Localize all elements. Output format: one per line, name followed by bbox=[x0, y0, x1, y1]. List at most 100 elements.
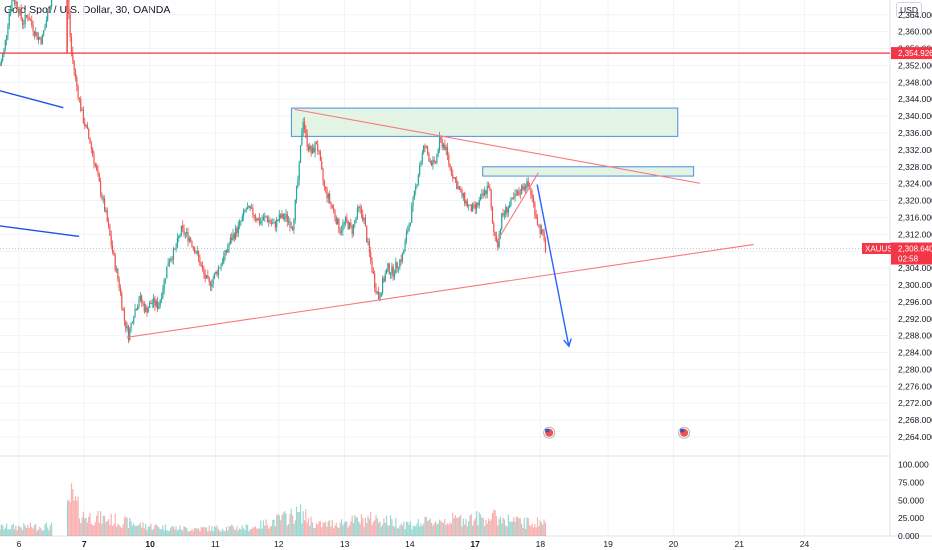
volume-bar bbox=[389, 515, 392, 536]
candle-body bbox=[85, 125, 87, 127]
candle-body bbox=[497, 241, 499, 248]
countdown-label: 02:58 bbox=[898, 255, 919, 264]
volume-bar bbox=[458, 516, 460, 536]
candle-body bbox=[195, 253, 197, 254]
volume-bar bbox=[326, 526, 328, 536]
volume-bar bbox=[291, 515, 294, 536]
candle-body bbox=[531, 195, 533, 198]
volume-bar bbox=[374, 520, 376, 536]
candle-body bbox=[391, 266, 393, 274]
candle-body bbox=[241, 216, 243, 222]
volume-bar bbox=[409, 521, 412, 536]
candle-body bbox=[40, 38, 42, 44]
candle-body bbox=[280, 214, 282, 218]
candle-body bbox=[298, 162, 300, 181]
rising-wedge-line[interactable] bbox=[496, 172, 539, 243]
candle-body bbox=[97, 169, 99, 175]
volume-bar bbox=[325, 521, 327, 536]
candle-body bbox=[245, 209, 247, 211]
candle-body bbox=[69, 14, 71, 37]
candle-body bbox=[389, 273, 392, 275]
candle-body bbox=[28, 17, 30, 21]
volume-bar bbox=[101, 523, 103, 536]
volume-bar bbox=[329, 520, 331, 536]
volume-bar bbox=[370, 511, 372, 536]
candle-body bbox=[262, 217, 265, 221]
volume-bar bbox=[470, 514, 472, 536]
candle-body bbox=[162, 290, 164, 298]
volume-bar bbox=[412, 525, 414, 536]
current-price-badge bbox=[891, 242, 932, 265]
candle-body bbox=[356, 207, 359, 218]
volume-bar bbox=[262, 520, 265, 536]
ascending-support[interactable] bbox=[126, 243, 754, 338]
volume-bar bbox=[339, 522, 341, 536]
candle-body bbox=[401, 253, 404, 262]
volume-bar bbox=[319, 521, 321, 536]
lower-supply-zone[interactable] bbox=[482, 166, 695, 177]
candle-body bbox=[163, 279, 165, 291]
events[interactable] bbox=[543, 426, 691, 439]
candle-body bbox=[544, 240, 547, 252]
descending-resistance[interactable] bbox=[294, 108, 701, 184]
candle-body bbox=[331, 204, 333, 209]
candle-body bbox=[499, 228, 502, 235]
candle-body bbox=[88, 128, 90, 138]
candle-body bbox=[277, 219, 279, 221]
candle-body bbox=[0, 65, 1, 67]
volume-bar bbox=[260, 520, 262, 536]
volume-bar bbox=[174, 529, 176, 536]
drawings[interactable] bbox=[0, 52, 890, 348]
candle-body bbox=[388, 263, 390, 274]
candle-body bbox=[48, 11, 50, 13]
volume-bar bbox=[28, 527, 30, 536]
projection-arrow[interactable] bbox=[536, 184, 570, 347]
candle-body bbox=[268, 220, 270, 222]
candle-body bbox=[68, 0, 70, 15]
candle-body bbox=[194, 247, 196, 254]
volume-bars bbox=[0, 483, 547, 536]
volume-bar bbox=[98, 522, 100, 536]
blue-trendline-2[interactable] bbox=[0, 225, 80, 238]
volume-bar bbox=[513, 517, 515, 536]
candle-body bbox=[301, 132, 303, 146]
volume-bar bbox=[505, 525, 507, 536]
volume-bar bbox=[179, 525, 181, 536]
volume-bar bbox=[465, 518, 467, 536]
candle-body bbox=[517, 190, 519, 196]
volume-bar bbox=[514, 521, 516, 536]
candle-body bbox=[385, 269, 388, 274]
volume-bar bbox=[8, 528, 10, 536]
candle-body bbox=[221, 263, 224, 265]
volume-bar bbox=[17, 525, 20, 536]
y-tick-label: 2,324.000 bbox=[898, 179, 932, 189]
volume-bar bbox=[219, 530, 221, 536]
candle-body bbox=[90, 143, 92, 149]
candle-body bbox=[111, 245, 114, 252]
candle-body bbox=[333, 208, 335, 211]
candle-body bbox=[429, 161, 431, 162]
volume-bar bbox=[507, 514, 509, 536]
volume-bar bbox=[535, 527, 537, 536]
candle-body bbox=[49, 6, 51, 13]
volume-bar bbox=[403, 521, 405, 536]
candle-body bbox=[518, 190, 520, 195]
candle-body bbox=[309, 145, 311, 150]
candle-body bbox=[423, 145, 425, 153]
volume-bar bbox=[102, 515, 104, 536]
volume-bar bbox=[449, 522, 451, 536]
volume-bar bbox=[133, 523, 135, 536]
volume-bar bbox=[170, 527, 172, 536]
volume-bar bbox=[228, 526, 230, 536]
blue-trendline-1[interactable] bbox=[0, 90, 64, 109]
candle-body bbox=[342, 223, 344, 231]
candle-body bbox=[526, 181, 528, 189]
candle-body bbox=[412, 197, 414, 207]
upper-supply-zone[interactable] bbox=[290, 107, 679, 137]
candle-body bbox=[481, 193, 483, 197]
currency-button[interactable]: USD bbox=[896, 2, 922, 18]
volume-bar bbox=[115, 526, 118, 536]
candle-body bbox=[327, 193, 329, 199]
us-flag-canton bbox=[545, 428, 550, 433]
